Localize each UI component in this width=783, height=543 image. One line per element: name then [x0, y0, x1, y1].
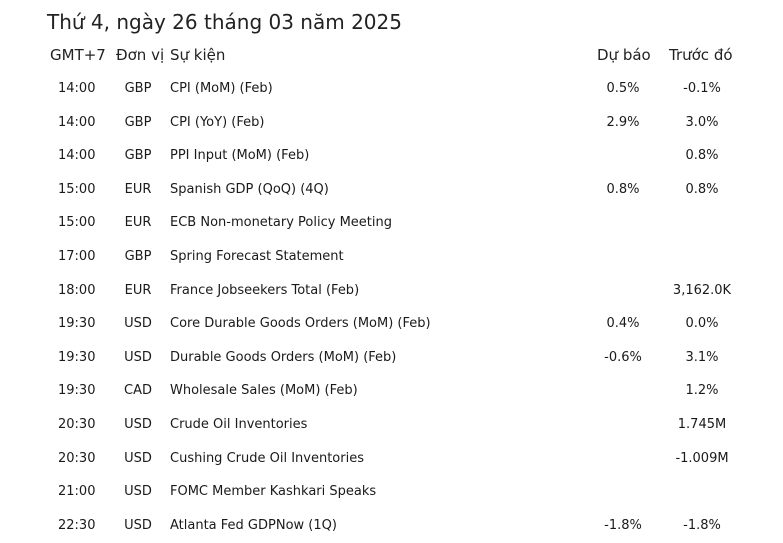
row-unit: USD [124, 484, 152, 500]
row-unit: GBP [124, 81, 152, 96]
row-event: France Jobseekers Total (Feb) [170, 282, 360, 298]
row-time: 21:00 [58, 484, 96, 500]
row-unit: USD [124, 349, 152, 365]
row-time: 22:30 [58, 517, 96, 533]
row-event: Crude Oil Inventories [170, 416, 308, 432]
row-time: 19:30 [58, 349, 96, 365]
row-unit: USD [124, 316, 152, 332]
table-row: 15:00 EUR Spanish GDP (QoQ) (4Q) 0.8% 0.… [0, 173, 783, 207]
row-previous: 0.8% [685, 181, 719, 197]
row-event: Atlanta Fed GDPNow (1Q) [170, 517, 337, 533]
row-time: 19:30 [58, 316, 96, 332]
row-unit: GBP [124, 114, 152, 130]
table-row: 21:00 USD FOMC Member Kashkari Speaks [0, 475, 783, 509]
row-event: Spring Forecast Statement [170, 248, 344, 264]
row-forecast: 0.8% [606, 181, 640, 197]
row-forecast: 2.9% [606, 114, 640, 130]
table-row: 14:00 GBP CPI (YoY) (Feb) 2.9% 3.0% [0, 106, 783, 140]
row-previous: 3,162.0K [672, 282, 732, 298]
row-event: FOMC Member Kashkari Speaks [170, 484, 377, 500]
row-event: CPI (YoY) (Feb) [170, 114, 265, 130]
row-forecast: -1.8% [604, 517, 642, 533]
row-forecast: 0.4% [606, 316, 640, 332]
table-row: 15:00 EUR ECB Non-monetary Policy Meetin… [0, 206, 783, 240]
header-unit: Đơn vị [116, 46, 165, 64]
header-previous: Trước đó [669, 46, 733, 64]
row-event: Durable Goods Orders (MoM) (Feb) [170, 349, 397, 365]
row-unit: GBP [124, 148, 152, 164]
table-header: GMT+7 Đơn vị Sự kiện Dự báo Trước đó [0, 43, 783, 67]
row-previous: 1.2% [685, 383, 719, 399]
row-time: 19:30 [58, 383, 96, 399]
row-time: 14:00 [58, 114, 96, 130]
table-row: 18:00 EUR France Jobseekers Total (Feb) … [0, 274, 783, 308]
row-event: CPI (MoM) (Feb) [170, 81, 273, 96]
row-unit: GBP [124, 248, 152, 264]
table-row: 17:00 GBP Spring Forecast Statement [0, 240, 783, 274]
row-unit: USD [124, 416, 152, 432]
table-row: 19:30 USD Core Durable Goods Orders (MoM… [0, 307, 783, 341]
table-row: 14:00 GBP PPI Input (MoM) (Feb) 0.8% [0, 139, 783, 173]
row-time: 15:00 [58, 215, 96, 231]
row-previous: 3.0% [685, 114, 719, 130]
row-previous: 0.8% [685, 148, 719, 164]
row-unit: USD [124, 450, 152, 466]
row-time: 17:00 [58, 248, 96, 264]
table-row: 19:30 CAD Wholesale Sales (MoM) (Feb) 1.… [0, 374, 783, 408]
row-previous: -1.8% [683, 517, 721, 533]
row-time: 14:00 [58, 148, 96, 164]
row-event: ECB Non-monetary Policy Meeting [170, 215, 392, 231]
row-event: Core Durable Goods Orders (MoM) (Feb) [170, 316, 431, 332]
header-time: GMT+7 [50, 46, 106, 64]
row-previous: -0.1% [683, 81, 721, 96]
row-event: Cushing Crude Oil Inventories [170, 450, 364, 466]
row-time: 18:00 [58, 282, 96, 298]
row-previous: 1.745M [677, 416, 727, 432]
table-row: 20:30 USD Cushing Crude Oil Inventories … [0, 442, 783, 476]
row-event: Spanish GDP (QoQ) (4Q) [170, 181, 329, 197]
row-time: 20:30 [58, 450, 96, 466]
row-unit: EUR [124, 215, 152, 231]
table-row: 22:30 USD Atlanta Fed GDPNow (1Q) -1.8% … [0, 509, 783, 543]
row-event: PPI Input (MoM) (Feb) [170, 148, 310, 164]
table-row: 14:00 GBP CPI (MoM) (Feb) 0.5% -0.1% [0, 72, 783, 106]
page-title: Thứ 4, ngày 26 tháng 03 năm 2025 [47, 10, 402, 34]
row-previous: -1.009M [675, 450, 729, 466]
table-row: 19:30 USD Durable Goods Orders (MoM) (Fe… [0, 341, 783, 375]
row-unit: EUR [124, 282, 152, 298]
header-event: Sự kiện [170, 46, 226, 64]
header-forecast: Dự báo [597, 46, 651, 64]
row-unit: EUR [124, 181, 152, 197]
event-table: 14:00 GBP CPI (MoM) (Feb) 0.5% -0.1% 14:… [0, 72, 783, 542]
row-previous: 3.1% [685, 349, 719, 365]
row-forecast: 0.5% [606, 81, 640, 96]
row-event: Wholesale Sales (MoM) (Feb) [170, 383, 358, 399]
row-time: 15:00 [58, 181, 96, 197]
row-previous: 0.0% [685, 316, 719, 332]
row-unit: USD [124, 517, 152, 533]
table-row: 20:30 USD Crude Oil Inventories 1.745M [0, 408, 783, 442]
row-unit: CAD [124, 383, 152, 399]
row-time: 14:00 [58, 81, 96, 96]
row-time: 20:30 [58, 416, 96, 432]
row-forecast: -0.6% [604, 349, 642, 365]
